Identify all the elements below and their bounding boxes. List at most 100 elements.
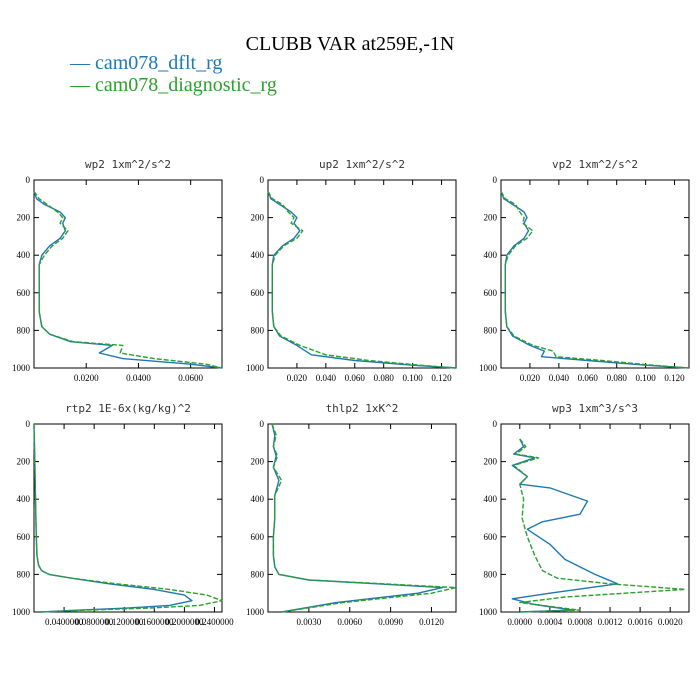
x-tick-label: 0.0400000 [45, 617, 84, 627]
y-tick-label: 1000 [246, 607, 265, 617]
x-tick-label: 0.020 [287, 373, 308, 383]
x-tick-label: 0.0800000 [75, 617, 114, 627]
panel-title: thlp2 1xK^2 [326, 402, 399, 415]
y-tick-label: 200 [17, 457, 31, 467]
chart-panel-2: up2 1xm^2/s^2 0 200 400 600 800 1000 0.020 0.040… [246, 158, 457, 383]
series-line-diagnostic [33, 423, 223, 613]
series-line-dflt [267, 191, 457, 369]
figure-title: CLUBB VAR at259E,-1N [246, 33, 455, 55]
x-tick-label: 0.1200000 [105, 617, 144, 627]
series-line-diagnostic [500, 190, 690, 369]
x-tick-label: 0.0400 [126, 373, 151, 383]
series-line-diagnostic [267, 190, 457, 369]
x-tick-label: 0.080 [607, 373, 628, 383]
series-line-dflt [271, 423, 444, 613]
y-tick-label: 800 [484, 325, 498, 335]
y-tick-label: 400 [484, 250, 498, 260]
y-tick-label: 0 [493, 419, 498, 429]
x-tick-label: 0.0120 [419, 617, 444, 627]
y-tick-label: 800 [484, 569, 498, 579]
axis-frame [33, 179, 223, 369]
y-tick-label: 600 [251, 532, 265, 542]
y-tick-label: 600 [251, 288, 265, 298]
x-tick-label: 0.2400000 [195, 617, 234, 627]
chart-panel-6: wp3 1xm^3/s^3 0 200 400 600 800 1000 0.0000 0.00… [479, 402, 690, 627]
y-tick-label: 200 [484, 457, 498, 467]
axis-frame [500, 423, 690, 613]
panel-title: up2 1xm^2/s^2 [319, 158, 405, 171]
x-tick-label: 0.100 [635, 373, 656, 383]
legend-glyph-dflt: — [69, 52, 91, 74]
y-tick-label: 600 [17, 288, 31, 298]
x-tick-label: 0.1600000 [135, 617, 174, 627]
y-tick-label: 400 [17, 494, 31, 504]
x-tick-label: 0.100 [402, 373, 423, 383]
axis-frame [267, 179, 457, 369]
y-tick-label: 1000 [12, 363, 31, 373]
legend-label-diagnostic: cam078_diagnostic_rg [95, 74, 277, 96]
x-tick-label: 0.0000 [507, 617, 532, 627]
x-tick-label: 0.120 [431, 373, 452, 383]
legend-item-diagnostic: — cam078_diagnostic_rg [69, 74, 277, 96]
y-tick-label: 200 [251, 213, 265, 223]
panel-title: wp2 1xm^2/s^2 [85, 158, 171, 171]
x-tick-label: 0.0004 [538, 617, 563, 627]
y-tick-label: 800 [251, 569, 265, 579]
y-tick-label: 600 [484, 532, 498, 542]
x-tick-label: 0.0020 [658, 617, 683, 627]
y-tick-label: 200 [251, 457, 265, 467]
legend-item-dflt: — cam078_dflt_rg [69, 52, 222, 74]
x-tick-label: 0.020 [520, 373, 541, 383]
x-tick-label: 0.0090 [378, 617, 403, 627]
y-tick-label: 400 [251, 494, 265, 504]
y-tick-label: 200 [484, 213, 498, 223]
series-line-dflt [511, 438, 619, 613]
y-tick-label: 0 [26, 175, 31, 185]
chart-panel-5: thlp2 1xK^2 0 200 400 600 800 1000 0.0030 0.0060… [246, 402, 457, 627]
x-tick-label: 0.0012 [598, 617, 623, 627]
y-tick-label: 1000 [479, 607, 498, 617]
y-tick-label: 0 [260, 175, 265, 185]
x-tick-label: 0.0600 [178, 373, 203, 383]
axis-frame [267, 423, 457, 613]
y-tick-label: 600 [17, 532, 31, 542]
x-tick-label: 0.060 [578, 373, 599, 383]
panel-title: wp3 1xm^3/s^3 [552, 402, 638, 415]
chart-panel-1: wp2 1xm^2/s^2 0 200 400 600 800 1000 0.0200 0.04… [12, 158, 223, 383]
y-tick-label: 1000 [12, 607, 31, 617]
x-tick-label: 0.0060 [337, 617, 362, 627]
chart-panel-4: rtp2 1E-6x(kg/kg)^2 0 200 400 600 800 1000 0.04… [12, 402, 234, 627]
x-tick-label: 0.040 [549, 373, 570, 383]
y-tick-label: 1000 [479, 363, 498, 373]
chart-panel-3: vp2 1xm^2/s^2 0 200 400 600 800 1000 0.020 0.040… [479, 158, 690, 383]
y-tick-label: 0 [260, 419, 265, 429]
y-tick-label: 200 [17, 213, 31, 223]
y-tick-label: 600 [484, 288, 498, 298]
y-tick-label: 800 [251, 325, 265, 335]
series-line-dflt [500, 191, 690, 369]
x-tick-label: 0.060 [345, 373, 366, 383]
series-line-diagnostic [271, 423, 457, 613]
panel-title: rtp2 1E-6x(kg/kg)^2 [65, 402, 191, 415]
y-tick-label: 1000 [246, 363, 265, 373]
x-tick-label: 0.0008 [568, 617, 593, 627]
x-tick-label: 0.0016 [628, 617, 653, 627]
x-tick-label: 0.0030 [296, 617, 321, 627]
x-tick-label: 0.0200 [74, 373, 99, 383]
series-line-diagnostic [513, 438, 686, 613]
y-tick-label: 800 [17, 569, 31, 579]
axis-frame [500, 179, 690, 369]
x-tick-label: 0.120 [664, 373, 685, 383]
panel-title: vp2 1xm^2/s^2 [552, 158, 638, 171]
y-tick-label: 400 [17, 250, 31, 260]
x-tick-label: 0.080 [374, 373, 395, 383]
legend-label-dflt: cam078_dflt_rg [95, 52, 222, 74]
x-tick-label: 0.2000000 [165, 617, 204, 627]
axis-frame [33, 423, 223, 613]
y-tick-label: 400 [484, 494, 498, 504]
y-tick-label: 400 [251, 250, 265, 260]
series-line-diagnostic [33, 190, 223, 369]
x-tick-label: 0.040 [316, 373, 337, 383]
